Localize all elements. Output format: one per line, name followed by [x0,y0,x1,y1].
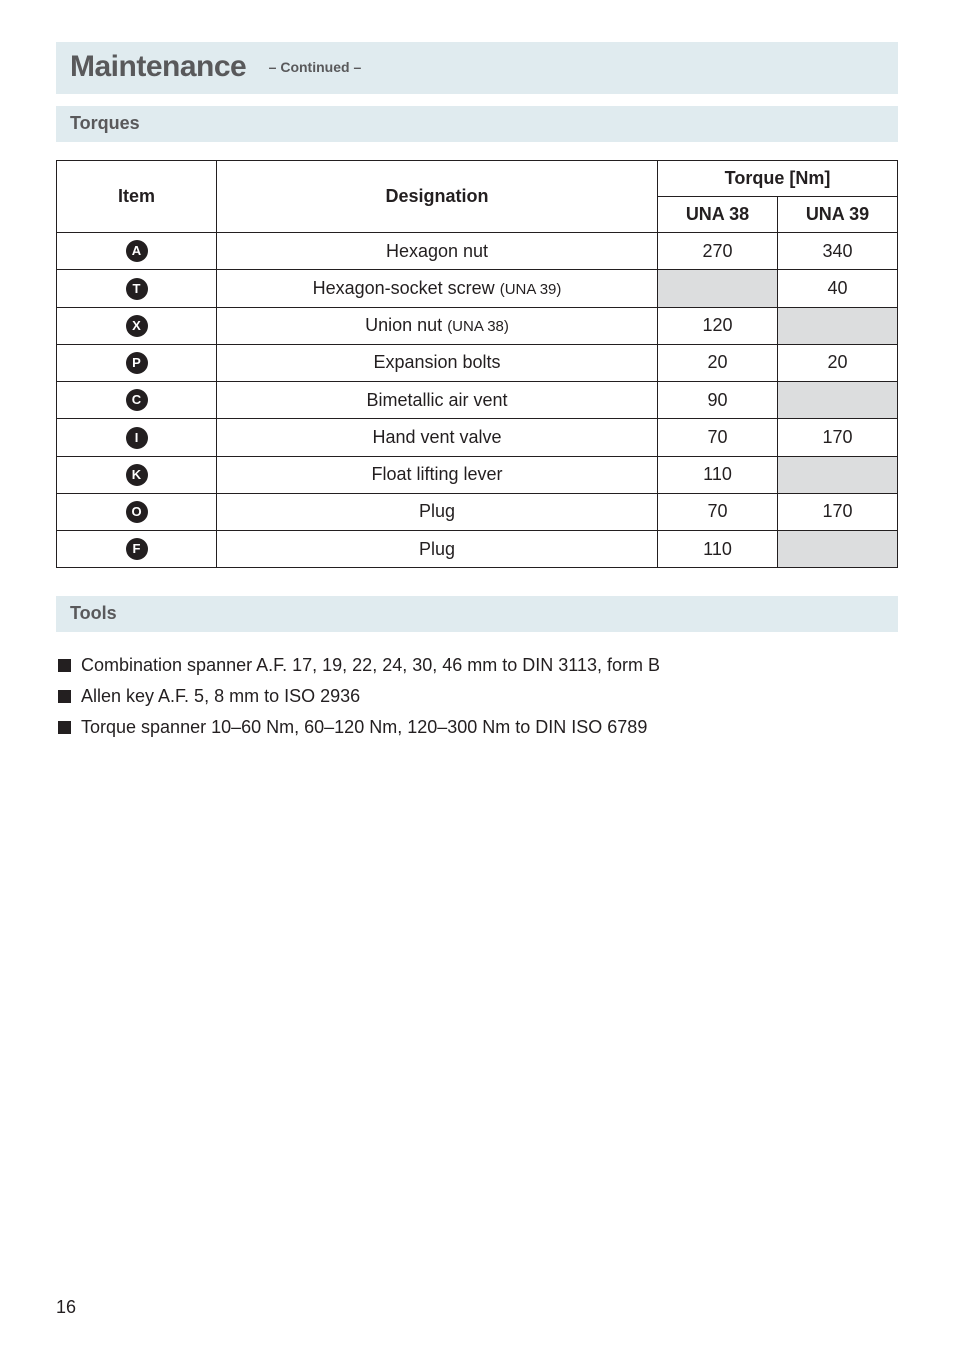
item-letter-icon: O [126,501,148,523]
table-row: I Hand vent valve70170 [57,419,898,456]
item-cell: F [57,531,217,568]
una39-cell [778,307,898,344]
item-cell: I [57,419,217,456]
item-letter-icon: X [126,315,148,337]
table-row: C Bimetallic air vent90 [57,382,898,419]
item-cell: X [57,307,217,344]
una38-cell: 70 [658,419,778,456]
designation-cell: Plug [217,493,658,530]
item-cell: K [57,456,217,493]
una39-cell: 20 [778,344,898,381]
una38-cell: 70 [658,493,778,530]
designation-cell: Plug [217,531,658,568]
una39-cell: 340 [778,233,898,270]
una38-cell: 20 [658,344,778,381]
item-letter-icon: K [126,464,148,486]
designation-cell: Expansion bolts [217,344,658,381]
item-cell: P [57,344,217,381]
designation-cell: Hand vent valve [217,419,658,456]
item-cell: A [57,233,217,270]
section-title: Maintenance [70,50,246,83]
una39-cell: 170 [778,493,898,530]
item-letter-icon: P [126,352,148,374]
item-letter-icon: I [126,427,148,449]
designation-cell: Hexagon-socket screw (UNA 39) [217,270,658,307]
torque-table: Item Designation Torque [Nm] UNA 38 UNA … [56,160,898,568]
designation-cell: Hexagon nut [217,233,658,270]
list-item: Combination spanner A.F. 17, 19, 22, 24,… [58,650,898,681]
una39-cell [778,531,898,568]
designation-cell: Bimetallic air vent [217,382,658,419]
list-item-text: Allen key A.F. 5, 8 mm to ISO 2936 [81,686,360,706]
una38-cell: 90 [658,382,778,419]
col-item: Item [57,161,217,233]
list-item-text: Torque spanner 10–60 Nm, 60–120 Nm, 120–… [81,717,647,737]
table-row: F Plug110 [57,531,898,568]
table-row: K Float lifting lever110 [57,456,898,493]
una39-cell [778,382,898,419]
item-cell: O [57,493,217,530]
una38-cell: 110 [658,456,778,493]
torques-subheading: Torques [56,106,898,142]
table-header-row-1: Item Designation Torque [Nm] [57,161,898,197]
table-row: O Plug70170 [57,493,898,530]
tools-list: Combination spanner A.F. 17, 19, 22, 24,… [58,650,898,743]
designation-cell: Union nut (UNA 38) [217,307,658,344]
list-item: Torque spanner 10–60 Nm, 60–120 Nm, 120–… [58,712,898,743]
square-bullet-icon [58,690,71,703]
col-una39: UNA 39 [778,197,898,233]
designation-paren: (UNA 39) [500,281,562,298]
item-letter-icon: F [126,538,148,560]
section-heading-bar: Maintenance – Continued – [56,42,898,94]
square-bullet-icon [58,721,71,734]
una38-cell [658,270,778,307]
tools-subheading: Tools [56,596,898,632]
square-bullet-icon [58,659,71,672]
list-item-text: Combination spanner A.F. 17, 19, 22, 24,… [81,655,660,675]
una38-cell: 120 [658,307,778,344]
item-cell: T [57,270,217,307]
col-una38: UNA 38 [658,197,778,233]
list-item: Allen key A.F. 5, 8 mm to ISO 2936 [58,681,898,712]
continued-label: – Continued – [269,59,362,75]
item-letter-icon: A [126,240,148,262]
table-row: PExpansion bolts2020 [57,344,898,381]
una38-cell: 270 [658,233,778,270]
item-cell: C [57,382,217,419]
designation-cell: Float lifting lever [217,456,658,493]
page-number: 16 [56,1297,76,1318]
table-row: T Hexagon-socket screw (UNA 39) 40 [57,270,898,307]
una38-cell: 110 [658,531,778,568]
una39-cell: 40 [778,270,898,307]
col-designation: Designation [217,161,658,233]
una39-cell: 170 [778,419,898,456]
table-row: A Hexagon nut270340 [57,233,898,270]
designation-paren: (UNA 38) [447,318,509,335]
item-letter-icon: C [126,389,148,411]
una39-cell [778,456,898,493]
table-row: X Union nut (UNA 38)120 [57,307,898,344]
item-letter-icon: T [126,278,148,300]
col-torque-group: Torque [Nm] [658,161,898,197]
